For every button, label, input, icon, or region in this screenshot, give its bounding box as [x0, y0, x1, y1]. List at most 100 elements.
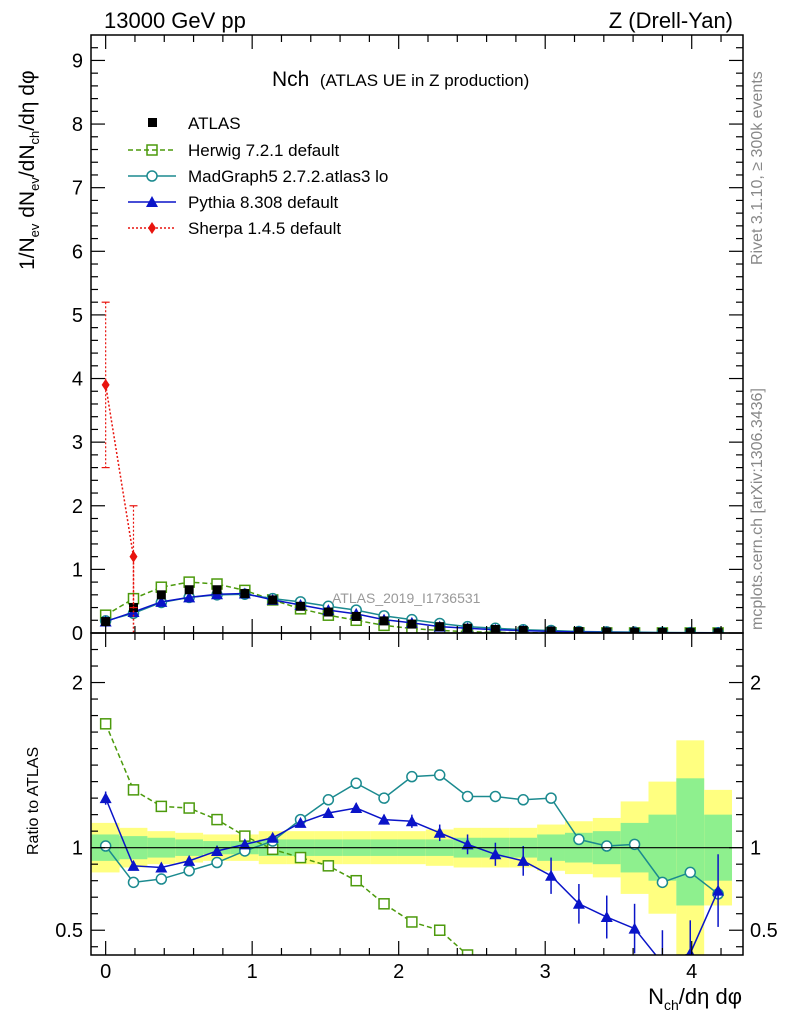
atlas-point-12 [435, 622, 445, 632]
y-axis-label-top: 1/Nev dNev/dNch/dη dφ [16, 70, 42, 270]
pythia-point-2 [155, 595, 168, 607]
header-right: Z (Drell-Yan) [609, 8, 733, 33]
y-tick-label-top-4: 4 [72, 369, 83, 391]
y-tick-label-bot-left-2: 2 [72, 673, 83, 695]
pythia-ratio-point-7 [294, 816, 307, 828]
atlas-point-9 [351, 611, 361, 621]
pythia-ratio-point-17 [572, 897, 585, 909]
y-tick-label-top-2: 2 [72, 496, 83, 518]
y-tick-label-bot-left-0.5: 0.5 [55, 920, 83, 942]
atlas-point-21 [685, 628, 695, 633]
herwig-ratio-point-18 [602, 958, 612, 968]
herwig-ratio-point-17 [574, 958, 584, 968]
y-tick-label-top-8: 8 [72, 114, 83, 136]
y-tick-label-top-1: 1 [72, 559, 83, 581]
herwig-ratio-point-8 [322, 860, 335, 872]
analysis-label: ATLAS_2019_I1736531 [332, 590, 481, 606]
herwig-ratio-point-3 [183, 802, 195, 814]
madgraph-ratio-point-20 [656, 876, 669, 889]
x-tick-label-0: 0 [100, 961, 111, 983]
top-series-layer [99, 301, 724, 633]
pythia-ratio-point-11 [405, 815, 418, 827]
ratio-series-layer [99, 718, 725, 968]
atlas-point-17 [574, 627, 584, 633]
atlas-point-5 [240, 589, 250, 599]
pythia-ratio-point-15 [517, 854, 530, 866]
y-tick-label-top-9: 9 [72, 50, 83, 72]
legend-label-herwig: Herwig 7.2.1 default [188, 141, 339, 160]
madgraph-ratio-point-18 [600, 840, 613, 852]
legend-label-madgraph: MadGraph5 2.7.2.atlas3 lo [188, 167, 388, 186]
herwig-ratio-point-12 [433, 924, 446, 936]
legend-marker-pythia [146, 196, 158, 207]
x-axis-label: Nch/dη dφ [648, 984, 742, 1013]
atlas-point-22 [713, 628, 723, 633]
atlas-point-6 [268, 595, 278, 605]
atlas-point-8 [323, 607, 333, 617]
band-green-21 [676, 778, 705, 906]
legend-marker-sherpa [148, 222, 156, 234]
herwig-ratio-point-13 [461, 949, 474, 955]
y-tick-label-bot-right-2: 2 [750, 673, 761, 695]
madgraph-ratio-point-1 [127, 876, 140, 889]
pythia-ratio-point-20 [656, 957, 668, 968]
atlas-point-16 [546, 626, 556, 633]
atlas-point-15 [518, 625, 528, 633]
pythia-ratio-point-3 [183, 854, 196, 866]
pythia-ratio-point-0 [99, 792, 112, 804]
herwig-ratio-point-9 [350, 874, 362, 887]
title-sub: (ATLAS UE in Z production) [320, 71, 529, 90]
sherpa-point-0 [101, 378, 110, 391]
atlas-point-7 [296, 601, 306, 611]
madgraph-ratio-point-14 [489, 790, 502, 803]
atlas-point-14 [490, 625, 500, 633]
madgraph-ratio-point-0 [99, 840, 112, 852]
atlas-point-13 [463, 623, 473, 633]
pythia-ratio-point-19 [628, 922, 641, 934]
pythia-ratio-point-1 [127, 859, 140, 871]
madgraph-ratio-point-4 [211, 856, 223, 869]
atlas-point-10 [379, 616, 389, 626]
pythia-ratio-point-2 [155, 861, 168, 873]
legend-marker-madgraph [146, 170, 158, 182]
madgraph-ratio-point-15 [517, 794, 529, 806]
x-tick-label-4: 4 [686, 961, 697, 983]
madgraph-ratio-point-3 [183, 865, 195, 877]
y-tick-label-top-5: 5 [72, 305, 83, 327]
herwig-ratio-point-7 [294, 851, 307, 864]
rivet-label: Rivet 3.1.10, ≥ 300k events [749, 71, 766, 265]
pythia-ratio-point-10 [378, 813, 391, 825]
pythia-point-3 [183, 591, 196, 603]
sherpa-line [104, 384, 135, 633]
pythia-ratio-point-5 [238, 838, 251, 850]
pythia-ratio-point-12 [433, 826, 446, 838]
herwig-ratio-point-1 [127, 784, 140, 796]
axis-ticks: 0 1 2 3 4 0 1 2 3 4 5 6 7 8 9 0.5 0.5 1 1 2 2 [55, 35, 778, 983]
madgraph-ratio-point-21 [684, 866, 697, 879]
madgraph-ratio-point-9 [350, 777, 362, 790]
sherpa-point-1 [129, 550, 138, 563]
herwig-ratio-point-20 [657, 958, 667, 968]
herwig-ratio-point-2 [155, 800, 168, 813]
pythia-ratio-point-16 [545, 869, 558, 881]
ratio-panel-frame [90, 632, 744, 956]
plot-title: Nch (ATLAS UE in Z production) [272, 68, 529, 91]
madgraph-ratio-point-16 [545, 792, 557, 804]
y-tick-label-top-7: 7 [72, 178, 83, 200]
title-main: Nch [272, 68, 309, 91]
pythia-ratio-point-6 [266, 831, 279, 843]
pythia-ratio-point-8 [322, 806, 335, 818]
pythia-ratio-point-22 [712, 884, 725, 896]
legend-label-atlas: ATLAS [188, 114, 241, 133]
x-tick-label-3: 3 [540, 961, 551, 983]
legend-marker-atlas [148, 118, 157, 127]
herwig-ratio-point-4 [211, 813, 223, 826]
herwig-ratio-point-22 [713, 958, 723, 968]
atlas-point-19 [630, 627, 640, 633]
pythia-ratio-point-18 [600, 911, 613, 923]
pythia-ratio-point-21 [686, 947, 695, 955]
atlas-point-11 [407, 619, 417, 629]
legend-label-sherpa: Sherpa 1.4.5 default [188, 219, 341, 238]
x-tick-label-2: 2 [393, 961, 404, 983]
herwig-ratio-point-0 [99, 718, 112, 730]
